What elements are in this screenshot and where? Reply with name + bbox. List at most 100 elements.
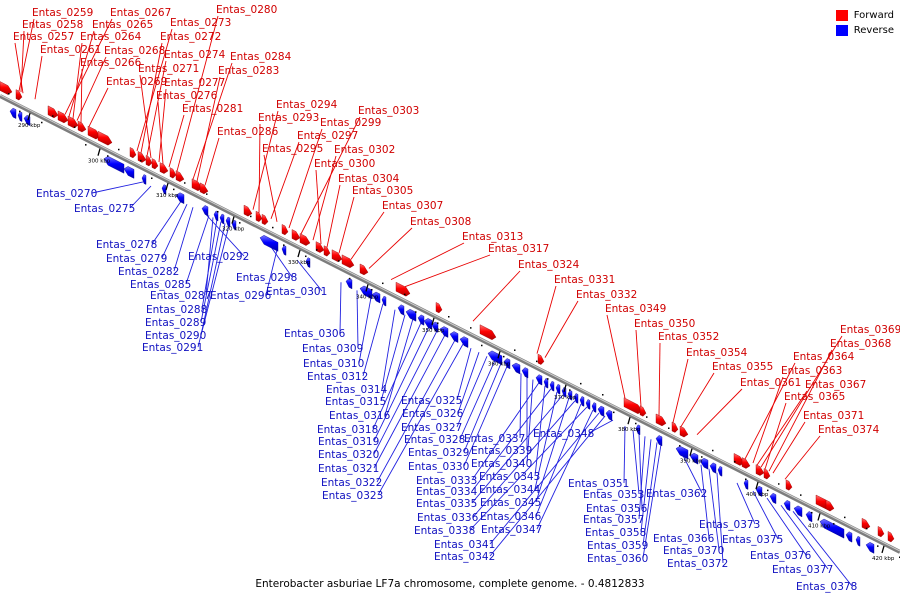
reverse-gene-arrow [699,457,709,470]
legend: Forward Reverse [835,8,894,38]
reverse-gene-arrow [141,174,147,185]
forward-gene-arrow [47,105,59,119]
reverse-gene-label: Entas_0356 [586,503,648,515]
reverse-gene-label: Entas_0344 [479,484,541,496]
tick-label: 300 kbp [88,159,111,165]
forward-connector [72,42,83,119]
reverse-gene-arrow [655,435,663,447]
reverse-connector [535,397,570,503]
forward-gene-arrow [331,249,343,263]
figure-caption: Enterobacter asburiae LF7a chromosome, c… [255,578,645,590]
tick-mark [297,249,301,258]
tick-label: 390 kbp [680,459,703,465]
gene-marker [536,360,538,363]
legend-forward-label: Forward [853,10,894,21]
forward-gene-arrow [145,155,153,167]
reverse-gene-label: Entas_0362 [646,488,707,500]
forward-gene-label: Entas_0276 [156,90,218,102]
reverse-connector [469,406,588,531]
forward-gene-label: Entas_0369 [840,324,900,336]
forward-gene-label: Entas_0259 [32,7,93,19]
reverse-connector [766,497,807,556]
gene-marker [404,293,406,296]
gene-marker [184,182,186,184]
gene-marker [239,222,241,224]
forward-gene-label: Entas_0258 [22,19,83,31]
forward-connector [672,358,689,423]
tick-mark [689,448,693,456]
reverse-gene-label: Entas_0375 [722,534,783,546]
reverse-gene-label: Entas_0334 [416,486,478,498]
reverse-gene-arrow [865,542,875,554]
reverse-connector [588,419,614,434]
reverse-gene-label: Entas_0326 [402,408,464,420]
tick-label: 360 kbp [488,361,511,367]
reverse-connector [265,249,278,296]
reverse-gene-arrow [397,304,405,316]
gene-marker [19,110,21,113]
reverse-gene-arrow [417,314,425,326]
reverse-gene-label: Entas_0329 [408,447,469,459]
reverse-gene-label: Entas_0358 [585,527,646,539]
forward-gene-label: Entas_0361 [740,377,801,389]
gene-marker [613,411,615,414]
tick-label: 350 kbp [422,328,445,334]
forward-gene-label: Entas_0268 [104,45,165,57]
reverse-connector [372,322,422,430]
reverse-gene-label: Entas_0310 [303,358,364,370]
forward-connector [270,141,300,219]
reverse-connector [780,504,829,570]
reverse-connector [381,309,396,390]
forward-connector [768,349,833,472]
forward-gene-arrow [341,254,355,269]
reverse-gene-label: Entas_0298 [236,272,297,284]
gene-marker [437,322,439,324]
reverse-gene-arrow [743,479,749,490]
forward-gene-label: Entas_0277 [164,77,225,89]
gene-marker [580,382,582,385]
reverse-gene-arrow [511,362,521,375]
forward-gene-label: Entas_0308 [410,216,471,228]
reverse-gene-label: Entas_0348 [533,428,594,440]
forward-gene-label: Entas_0331 [554,274,615,286]
forward-connector [176,15,219,172]
gene-marker [382,282,384,285]
reverse-gene-arrow [535,374,543,386]
gene-marker [107,155,109,157]
reverse-gene-label: Entas_0288 [146,304,207,316]
legend-forward: Forward [835,8,894,23]
forward-gene-label: Entas_0293 [258,112,319,124]
forward-connector [34,55,43,100]
forward-gene-label: Entas_0303 [358,105,419,117]
gene-marker [283,244,285,246]
reverse-gene-label: Entas_0330 [408,461,469,473]
forward-connector [168,114,185,168]
reverse-gene-arrow [123,166,135,179]
forward-gene-arrow [67,115,79,129]
reverse-gene-arrow [555,383,561,395]
forward-connector [635,329,642,407]
tick-mark [497,351,501,359]
reverse-gene-label: Entas_0351 [568,478,629,490]
forward-gene-label: Entas_0350 [634,318,695,330]
forward-connector [64,18,113,115]
reverse-gene-label: Entas_0345 [480,497,541,509]
forward-gene-label: Entas_0273 [170,17,231,29]
reverse-gene-label: Entas_0320 [318,449,379,461]
reverse-gene-arrow [521,367,529,379]
reverse-connector [489,415,606,557]
chromosome-backbone [0,94,900,554]
reverse-gene-label: Entas_0335 [416,498,477,510]
reverse-connector [463,366,508,467]
reverse-gene-label: Entas_0340 [471,458,532,470]
reverse-gene-label: Entas_0378 [796,581,857,593]
legend-reverse: Reverse [835,23,894,38]
reverse-connector [339,282,342,334]
forward-connector [368,227,413,269]
forward-gene-arrow [763,468,771,480]
gene-marker [74,126,76,128]
reverse-connector [471,394,564,504]
reverse-connector [471,382,540,481]
forward-gene-label: Entas_0302 [334,144,395,156]
reverse-connector [534,391,558,490]
